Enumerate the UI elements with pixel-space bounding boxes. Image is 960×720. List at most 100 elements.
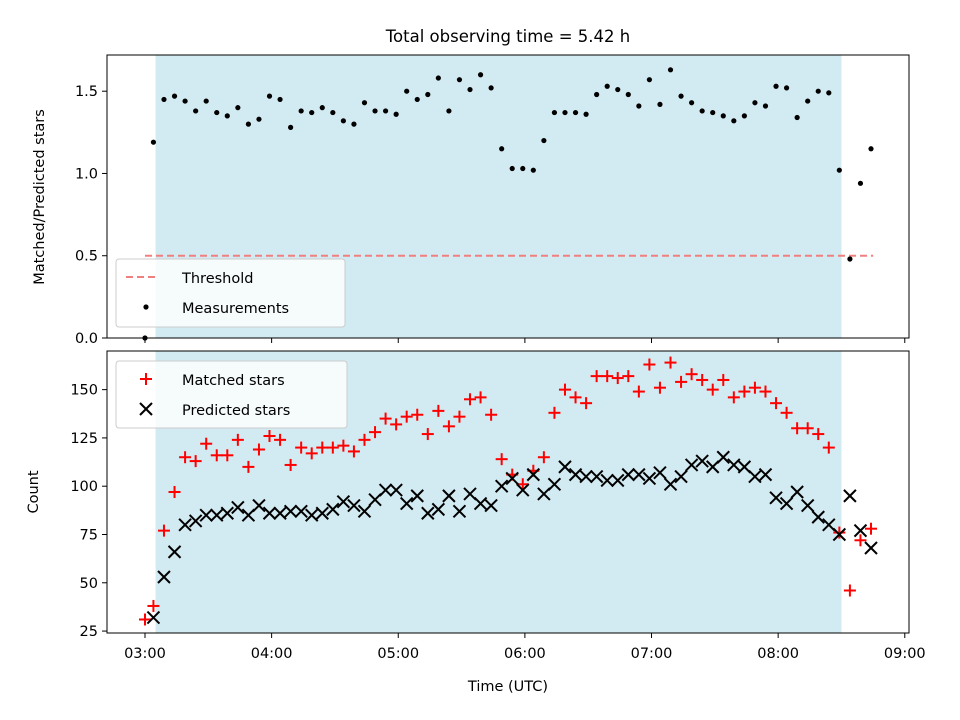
x-tick-label: 08:00 bbox=[757, 646, 799, 662]
matched-star-marker bbox=[791, 422, 804, 435]
matched-star-marker bbox=[770, 397, 783, 410]
matched-star-marker bbox=[147, 599, 160, 612]
predicted-star-marker bbox=[843, 489, 857, 503]
matched-star-marker bbox=[274, 433, 287, 446]
measurement-point bbox=[836, 167, 842, 173]
measurement-point bbox=[372, 108, 378, 114]
measurement-point bbox=[435, 75, 441, 81]
measurement-point bbox=[488, 85, 494, 91]
predicted-star-marker bbox=[674, 469, 688, 484]
matched-star-marker bbox=[812, 428, 825, 441]
predicted-star-marker bbox=[378, 483, 393, 497]
matched-star-marker bbox=[390, 418, 403, 431]
predicted-star-marker bbox=[853, 523, 868, 538]
measurement-point bbox=[340, 118, 346, 124]
predicted-star-marker bbox=[326, 502, 340, 517]
predicted-star-marker bbox=[663, 477, 678, 491]
measurement-point bbox=[404, 88, 410, 94]
matched-star-marker bbox=[548, 406, 561, 419]
matched-star-marker bbox=[210, 449, 223, 462]
predicted-star-marker bbox=[431, 502, 446, 517]
predicted-star-marker bbox=[146, 610, 161, 625]
chart-title: Total observing time = 5.42 h bbox=[385, 27, 630, 46]
matched-star-marker bbox=[717, 373, 730, 386]
measurement-point bbox=[467, 86, 473, 93]
measurement-point bbox=[319, 105, 325, 111]
measurement-point bbox=[583, 111, 589, 117]
predicted-star-marker bbox=[199, 508, 213, 522]
matched-star-marker bbox=[337, 439, 350, 452]
predicted-star-marker bbox=[558, 460, 572, 474]
matched-star-marker bbox=[442, 420, 455, 433]
matched-legend-label: Matched stars bbox=[182, 373, 285, 389]
matched-star-marker bbox=[611, 372, 624, 385]
top-y-tick-label: 1.5 bbox=[75, 84, 98, 100]
predicted-star-marker bbox=[579, 469, 593, 484]
x-tick-label: 05:00 bbox=[377, 646, 419, 662]
measurement-point bbox=[815, 88, 821, 94]
predicted-star-marker bbox=[632, 467, 646, 482]
predicted-star-marker bbox=[252, 498, 266, 513]
top-y-axis-label: Matched/Predicted stars bbox=[32, 109, 48, 285]
matched-star-marker bbox=[358, 433, 371, 446]
top-y-axis: 0.0 0.5 1.0 1.5 bbox=[75, 84, 107, 347]
matched-star-marker bbox=[854, 534, 867, 547]
predicted-star-marker bbox=[157, 570, 171, 584]
measurement-point bbox=[499, 146, 505, 152]
matched-star-marker bbox=[516, 478, 529, 491]
matched-star-marker bbox=[221, 449, 234, 462]
measurement-point bbox=[794, 114, 800, 121]
predicted-legend-swatch bbox=[139, 402, 153, 416]
predicted-star-marker bbox=[684, 458, 699, 472]
matched-star-marker bbox=[696, 373, 709, 386]
predicted-star-marker bbox=[463, 487, 477, 501]
measurement-point bbox=[509, 165, 515, 172]
predicted-star-marker bbox=[611, 473, 625, 488]
x-axis-label: Time (UTC) bbox=[467, 679, 548, 695]
measurement-point bbox=[646, 77, 653, 83]
measurement-point bbox=[414, 96, 420, 103]
measurement-point bbox=[182, 98, 188, 104]
matched-star-marker bbox=[263, 429, 276, 442]
measurement-point bbox=[288, 124, 294, 130]
bottom-y-tick-label: 150 bbox=[70, 383, 98, 399]
predicted-star-marker bbox=[262, 506, 277, 520]
measurement-point bbox=[636, 103, 642, 109]
measurement-point bbox=[752, 100, 758, 106]
matched-star-marker bbox=[189, 455, 202, 468]
predicted-star-marker bbox=[473, 496, 488, 511]
measurement-point bbox=[245, 121, 252, 127]
predicted-star-marker bbox=[779, 496, 794, 511]
top-y-tick-label: 1.0 bbox=[75, 166, 98, 182]
predicted-star-marker bbox=[621, 467, 636, 482]
predicted-star-marker bbox=[800, 498, 815, 513]
bottom-legend-box bbox=[115, 360, 348, 429]
predicted-star-marker bbox=[167, 545, 182, 559]
measurement-point bbox=[425, 91, 431, 98]
measurement-point bbox=[361, 100, 368, 106]
matched-star-marker bbox=[601, 370, 614, 383]
matched-star-marker bbox=[738, 385, 751, 398]
matched-star-marker bbox=[464, 393, 477, 406]
measurement-point bbox=[615, 86, 621, 93]
bottom-y-tick-label: 100 bbox=[70, 479, 98, 495]
matched-star-marker bbox=[727, 391, 740, 404]
predicted-star-marker bbox=[241, 508, 256, 522]
x-tick-label: 03:00 bbox=[124, 646, 166, 662]
matched-star-marker bbox=[200, 437, 213, 450]
predicted-star-marker bbox=[283, 504, 298, 519]
predicted-star-marker bbox=[748, 469, 762, 484]
x-tick-label: 09:00 bbox=[884, 646, 926, 662]
measurement-point bbox=[710, 109, 716, 116]
measurement-point bbox=[551, 109, 558, 116]
measurement-point bbox=[456, 77, 463, 83]
measurement-point bbox=[150, 139, 157, 145]
predicted-star-marker bbox=[505, 471, 519, 486]
bottom-y-tick-label: 25 bbox=[80, 624, 98, 640]
measurement-point bbox=[193, 108, 199, 114]
measurement-point bbox=[783, 85, 790, 91]
measurement-point bbox=[847, 256, 853, 262]
predicted-star-marker bbox=[336, 494, 351, 509]
matched-star-marker bbox=[632, 385, 645, 398]
